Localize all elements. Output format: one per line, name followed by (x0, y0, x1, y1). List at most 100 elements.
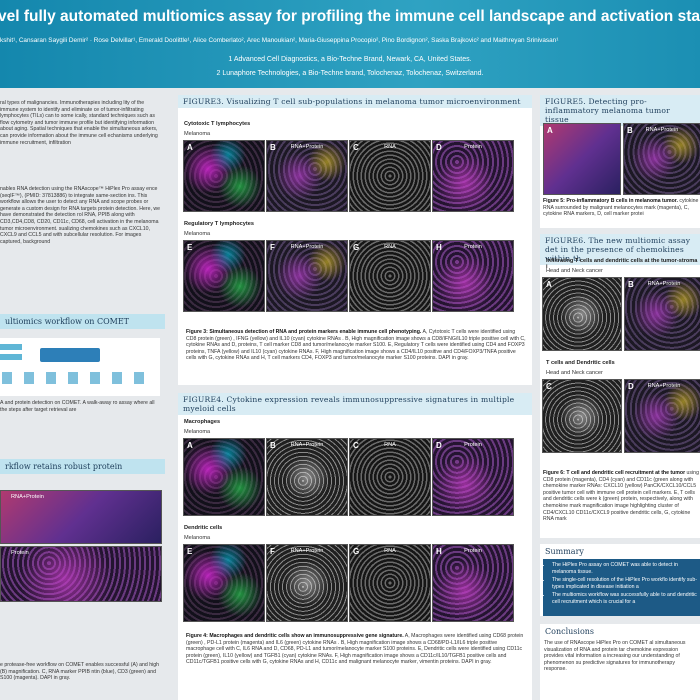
panel-letter: C (353, 441, 359, 450)
panel-letter: D (436, 143, 442, 152)
microscopy-panel: H Protein (432, 240, 514, 312)
caption-bold: Figure 6: T cell and dendritic cell recr… (543, 470, 686, 476)
microscopy-panel: RNA+Protein (0, 490, 162, 544)
figure-title: FIGURE3. Visualizing T cell sub-populati… (178, 95, 532, 108)
figure-title: FIGURE5. Detecting pro-inflammatory mela… (540, 95, 700, 126)
header: vel fully automated multiomics assay for… (0, 0, 700, 88)
panel-letter: A (547, 126, 553, 135)
caption-bold: Figure 3: Simultaneous detection of RNA … (186, 329, 422, 335)
panel-label: RNA+Protein (647, 281, 681, 287)
microscopy-panel: B RNA+Protein (266, 140, 348, 212)
caption-text: using CD8 protein (magenta), CD4 (cyan) … (543, 470, 699, 523)
authors: kshit¹, Cansaran Saygili Demir² · Rose D… (0, 37, 559, 44)
summary: Summary The HiPlex Pro assay on COMET wa… (540, 544, 700, 616)
figure-6: FIGURE6. The new multiomic assay det in … (540, 234, 700, 538)
microscopy-panel: G RNA (349, 544, 431, 622)
microscopy-panel: A (543, 123, 621, 195)
group-heading: T cells and Dendritic cells (546, 360, 615, 366)
panel-letter: F (270, 243, 275, 252)
method-text: nables RNA detection using the RNAscope™… (0, 186, 161, 245)
panel-letter: D (436, 441, 442, 450)
microscopy-panel: H Protein (432, 544, 514, 622)
caption: Figure 6: T cell and dendritic cell recr… (543, 470, 700, 536)
panel-label: RNA+Protein (647, 383, 681, 389)
panel-letter: C (546, 382, 552, 391)
intro-text: ral types of malignancies. Immunotherapi… (0, 100, 158, 146)
workflow-diagram (0, 338, 160, 396)
microscopy-panel: Protein (0, 546, 162, 602)
microscopy-panel: B RNA+Protein (266, 438, 348, 516)
figure-4: FIGURE4. Cytokine expression reveals imm… (178, 393, 532, 700)
caption: A and protein detection on COMET. A walk… (0, 400, 155, 413)
panel-letter: E (187, 243, 193, 252)
panel-letter: B (627, 126, 633, 135)
group-heading: Cytotoxic T lymphocytes (184, 121, 251, 127)
panel-label: RNA (384, 144, 396, 150)
panel-label: RNA+Protein (11, 494, 44, 500)
section-heading: ultiomics workflow on COMET (0, 314, 165, 329)
panel-letter: F (270, 547, 275, 556)
panel-label: RNA+Protein (290, 442, 324, 448)
caption-text: cytokine RNA surrounded by malignant mel… (543, 198, 699, 218)
figure-3: FIGURE3. Visualizing T cell sub-populati… (178, 95, 532, 385)
microscopy-panel: A (183, 140, 265, 212)
tissue-label: Melanoma (184, 131, 211, 137)
microscopy-panel: D RNA+Protein (624, 379, 700, 453)
caption: Figure 4: Macrophages and dendritic cell… (186, 633, 526, 693)
microscopy-panel: C RNA (349, 438, 431, 516)
panel-label: RNA+Protein (290, 144, 324, 150)
figure-title: FIGURE6. The new multiomic assay det in … (540, 234, 700, 265)
caption-text: A, Cytotoxic T cells were identified usi… (186, 329, 526, 362)
caption: e protease-free workflow on COMET enable… (0, 662, 160, 682)
caption-bold: Figure 5: Pro-inflammatory B cells in me… (543, 198, 678, 204)
microscopy-panel: C RNA (349, 140, 431, 212)
panel-letter: H (436, 243, 442, 252)
group-heading: Infiltrating T cells and dendritic cells… (546, 258, 698, 270)
panel-letter: D (628, 382, 634, 391)
conclusions: Conclusions The use of RNAscope HiPlex P… (540, 624, 700, 700)
microscopy-panel: G RNA (349, 240, 431, 312)
microscopy-panel: D Protein (432, 140, 514, 212)
microscopy-panel: B RNA+Protein (623, 123, 700, 195)
section-heading: Summary (545, 547, 584, 556)
panel-letter: G (353, 547, 360, 556)
panel-label: RNA (384, 548, 396, 554)
microscopy-panel: A (542, 277, 622, 351)
bullet: The HiPlex Pro assay on COMET was able t… (552, 562, 700, 575)
tissue-label: Melanoma (184, 231, 211, 237)
bullet: The single-cell resolution of the HiPlex… (552, 577, 700, 590)
caption-bold: Figure 4: Macrophages and dendritic cell… (186, 633, 404, 639)
microscopy-panel: C (542, 379, 622, 453)
microscopy-panel: F RNA+Protein (266, 544, 348, 622)
tissue-label: Head and Neck cancer (546, 370, 603, 376)
title: vel fully automated multiomics assay for… (0, 8, 700, 25)
figure-5: FIGURE5. Detecting pro-inflammatory mela… (540, 95, 700, 228)
section-heading: rkflow retains robust protein (0, 459, 165, 474)
panel-letter: B (628, 280, 634, 289)
conclusions-text: The use of RNAscope HiPlex Pro on COMET … (544, 640, 686, 673)
panel-letter: G (353, 243, 360, 252)
summary-box: The HiPlex Pro assay on COMET was able t… (543, 559, 700, 616)
panel-label: Protein (464, 442, 482, 448)
panel-letter: E (187, 547, 193, 556)
microscopy-panel: E (183, 240, 265, 312)
caption: Figure 3: Simultaneous detection of RNA … (186, 329, 526, 383)
group-heading: Regulatory T lymphocytes (184, 221, 254, 227)
microscopy-panel: B RNA+Protein (624, 277, 700, 351)
panel-label: RNA (384, 244, 396, 250)
group-heading: Macrophages (184, 419, 221, 425)
bullet: The multiomics workflow was successfully… (552, 592, 700, 605)
panel-letter: A (187, 143, 193, 152)
panel-label: RNA+Protein (290, 244, 324, 250)
panel-letter: A (546, 280, 552, 289)
microscopy-panel: D Protein (432, 438, 514, 516)
panel-label: RNA+Protein (290, 548, 324, 554)
group-heading: Dendritic cells (184, 525, 223, 531)
section-heading: Conclusions (545, 627, 595, 636)
caption: Figure 5: Pro-inflammatory B cells in me… (543, 198, 700, 226)
figure-title: FIGURE4. Cytokine expression reveals imm… (178, 393, 532, 415)
panel-label: Protein (464, 548, 482, 554)
affiliation: 1 Advanced Cell Diagnostics, a Bio-Techn… (228, 56, 472, 63)
panel-label: Protein (464, 144, 482, 150)
